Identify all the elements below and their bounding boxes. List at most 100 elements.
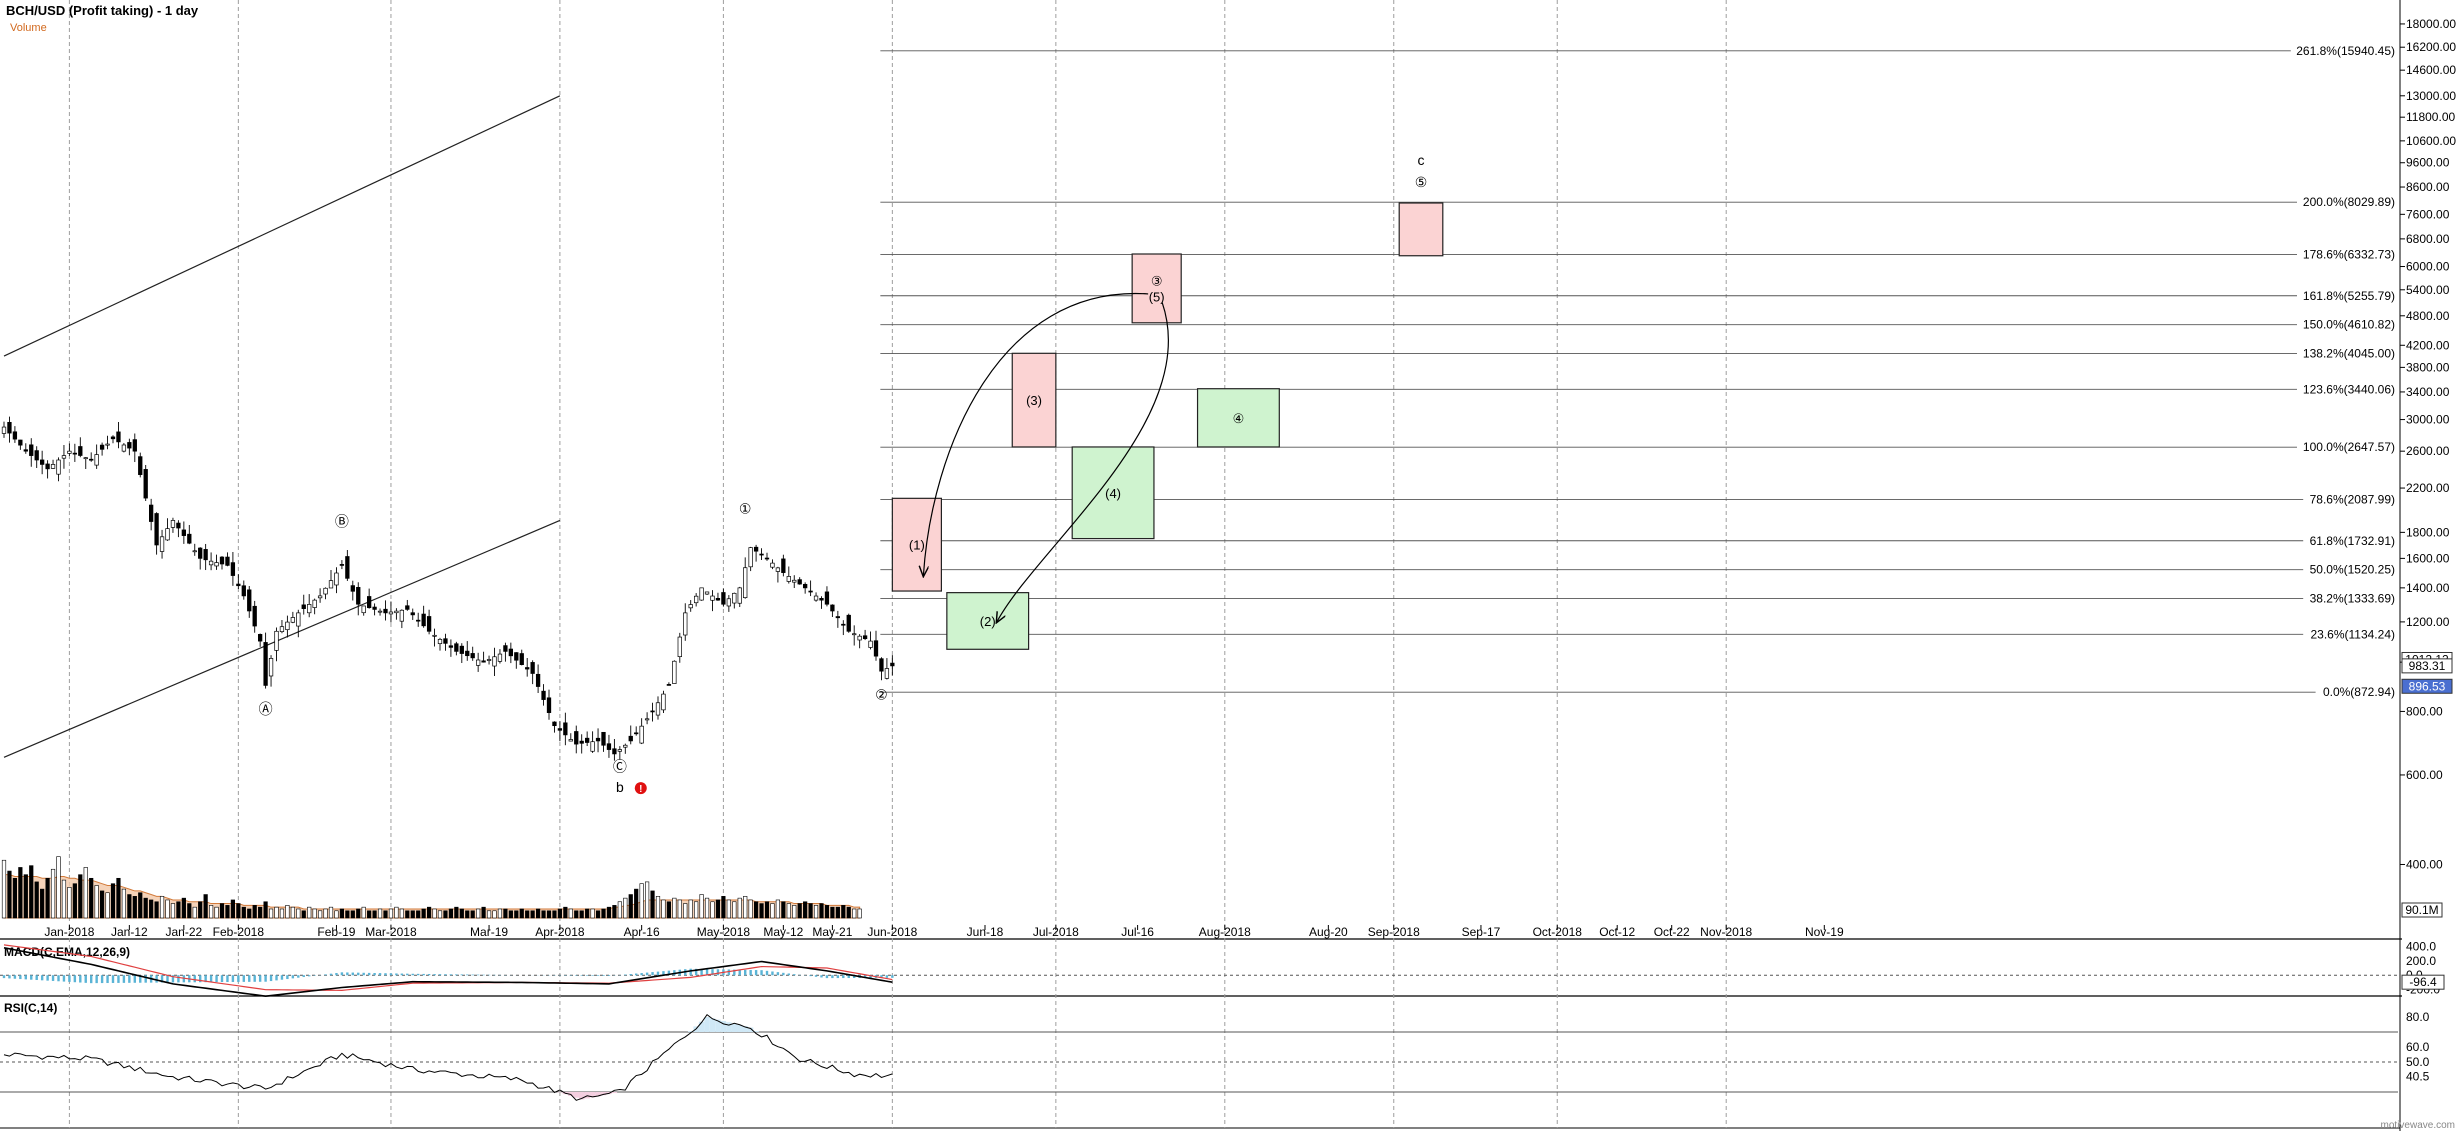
- y-tick-label: 10600.00: [2406, 134, 2456, 148]
- fib-label-bg: [2315, 685, 2398, 699]
- candle-body: [274, 630, 279, 651]
- candle-body: [661, 693, 666, 711]
- macd-histogram-bar: [378, 973, 382, 976]
- macd-histogram-bar: [57, 975, 60, 982]
- x-tick-label: Mar-2018: [365, 925, 417, 939]
- y-tick-label: 3800.00: [2406, 360, 2450, 374]
- volume-bar: [105, 892, 110, 919]
- macd-histogram-bar: [389, 973, 393, 976]
- volume-bar: [56, 856, 61, 919]
- candle: [748, 546, 753, 572]
- y-tick-label: 5400.00: [2406, 283, 2450, 297]
- candle-body: [143, 469, 148, 499]
- volume-bar: [307, 906, 312, 919]
- candle: [350, 580, 355, 601]
- price-badge-label: 896.53: [2409, 679, 2446, 693]
- candle-body: [623, 744, 628, 748]
- macd-histogram-bar: [765, 970, 769, 976]
- macd-value-badge: [2401, 974, 2445, 990]
- macd-histogram-bar: [738, 969, 741, 976]
- fib-level-label: 178.6%(6332.73): [2303, 248, 2395, 262]
- candle: [421, 605, 426, 628]
- candle: [170, 517, 176, 533]
- volume-bar: [661, 899, 666, 919]
- volume-bar: [290, 906, 295, 919]
- volume-bar: [857, 908, 862, 919]
- candle-body: [176, 522, 181, 529]
- macd-histogram-bar: [264, 975, 267, 982]
- candle-body: [345, 556, 350, 579]
- volume-bar: [219, 903, 225, 919]
- target-box-label: ④: [1233, 411, 1245, 426]
- y-tick-label: 6000.00: [2406, 260, 2450, 274]
- candle: [732, 592, 737, 609]
- volume-bar: [617, 901, 622, 919]
- candle-body: [181, 529, 187, 536]
- candle-body: [683, 612, 688, 636]
- x-tick-label: Mar-19: [470, 925, 508, 939]
- candle: [45, 460, 50, 479]
- candle-body: [884, 668, 890, 679]
- candle: [138, 452, 143, 478]
- macd-histogram-bar: [776, 972, 780, 976]
- candle-body: [18, 439, 23, 446]
- volume-bar: [535, 908, 541, 919]
- volume-bar: [803, 901, 808, 919]
- macd-histogram-bar: [237, 975, 240, 982]
- volume-bar: [339, 908, 345, 919]
- macd-histogram-bar: [357, 972, 360, 976]
- candle: [372, 603, 377, 616]
- candle: [535, 664, 541, 693]
- target-box: [1131, 253, 1182, 324]
- y-tick-label: 16200.00: [2406, 40, 2456, 54]
- candle-body: [154, 513, 159, 546]
- candle: [639, 718, 644, 745]
- candle-body: [285, 621, 290, 631]
- macd-histogram-bar: [640, 973, 643, 976]
- macd-histogram-bar: [842, 975, 845, 979]
- candle: [601, 731, 606, 752]
- macd-histogram-bar: [329, 973, 333, 976]
- candle: [279, 619, 285, 634]
- candle-body: [307, 604, 312, 614]
- volume-bar: [301, 910, 306, 919]
- candle: [857, 634, 862, 649]
- wave-label: Ⓑ: [335, 513, 349, 529]
- fib-label-bg: [2303, 591, 2398, 605]
- candle-body: [835, 616, 840, 619]
- candle-body: [525, 667, 530, 670]
- candle: [470, 646, 475, 661]
- candle-body: [862, 635, 868, 640]
- volume-bar: [176, 901, 181, 919]
- volume-bar: [230, 899, 236, 919]
- volume-bar: [497, 908, 503, 919]
- candle-body: [89, 458, 94, 461]
- volume-bar: [263, 901, 268, 919]
- candle: [590, 731, 595, 753]
- candle: [443, 633, 448, 651]
- volume-bar: [132, 896, 137, 919]
- candle: [203, 543, 208, 571]
- candle: [699, 587, 704, 601]
- candle-body: [56, 459, 61, 475]
- candle-body: [819, 598, 824, 601]
- volume-bar: [590, 908, 595, 919]
- candle-body: [34, 450, 39, 461]
- x-tick-label: Jul-16: [1121, 925, 1154, 939]
- candle: [290, 611, 295, 624]
- macd-histogram-bar: [438, 974, 442, 976]
- volume-bar: [454, 906, 459, 919]
- candle: [377, 608, 383, 616]
- macd-histogram-bar: [602, 975, 605, 976]
- volume-bar: [323, 908, 328, 919]
- trendlines: [3, 95, 561, 758]
- target-box: [1196, 388, 1280, 448]
- candle-body: [721, 592, 726, 605]
- volume-bar: [258, 906, 263, 919]
- candle: [519, 649, 524, 666]
- candle: [841, 620, 846, 636]
- candle-body: [203, 549, 208, 561]
- candle: [61, 444, 67, 469]
